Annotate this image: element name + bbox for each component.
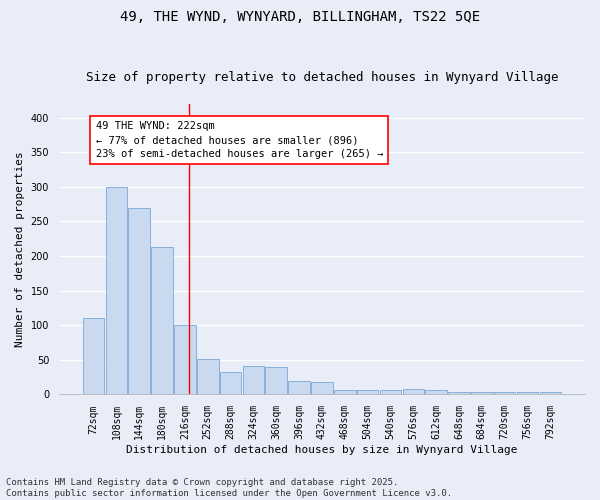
Text: 49 THE WYND: 222sqm
← 77% of detached houses are smaller (896)
23% of semi-detac: 49 THE WYND: 222sqm ← 77% of detached ho… xyxy=(95,121,383,159)
Bar xyxy=(242,366,264,394)
Bar xyxy=(265,367,287,394)
Text: Contains HM Land Registry data © Crown copyright and database right 2025.
Contai: Contains HM Land Registry data © Crown c… xyxy=(6,478,452,498)
Bar xyxy=(494,392,515,394)
Bar xyxy=(380,390,401,394)
Text: 49, THE WYND, WYNYARD, BILLINGHAM, TS22 5QE: 49, THE WYND, WYNYARD, BILLINGHAM, TS22 … xyxy=(120,10,480,24)
Bar xyxy=(151,247,173,394)
Bar xyxy=(425,390,447,394)
Bar xyxy=(311,382,333,394)
X-axis label: Distribution of detached houses by size in Wynyard Village: Distribution of detached houses by size … xyxy=(126,445,518,455)
Bar xyxy=(83,318,104,394)
Bar xyxy=(539,392,561,394)
Bar xyxy=(174,324,196,394)
Y-axis label: Number of detached properties: Number of detached properties xyxy=(15,151,25,347)
Bar xyxy=(334,390,356,394)
Bar xyxy=(289,382,310,394)
Bar xyxy=(357,390,379,394)
Title: Size of property relative to detached houses in Wynyard Village: Size of property relative to detached ho… xyxy=(86,72,558,85)
Bar xyxy=(197,359,218,394)
Bar xyxy=(128,208,150,394)
Bar xyxy=(517,392,538,394)
Bar xyxy=(448,392,470,394)
Bar xyxy=(106,188,127,394)
Bar xyxy=(471,392,493,394)
Bar xyxy=(220,372,241,394)
Bar xyxy=(403,389,424,394)
